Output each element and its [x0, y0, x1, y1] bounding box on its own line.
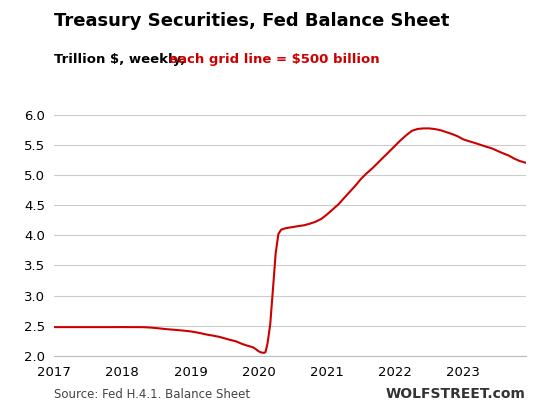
Text: WOLFSTREET.com: WOLFSTREET.com — [386, 387, 526, 401]
Text: each grid line = $500 billion: each grid line = $500 billion — [169, 53, 380, 66]
Text: Trillion $, weekly,: Trillion $, weekly, — [54, 53, 190, 66]
Text: Treasury Securities, Fed Balance Sheet: Treasury Securities, Fed Balance Sheet — [54, 12, 449, 30]
Text: Source: Fed H.4.1. Balance Sheet: Source: Fed H.4.1. Balance Sheet — [54, 388, 250, 401]
